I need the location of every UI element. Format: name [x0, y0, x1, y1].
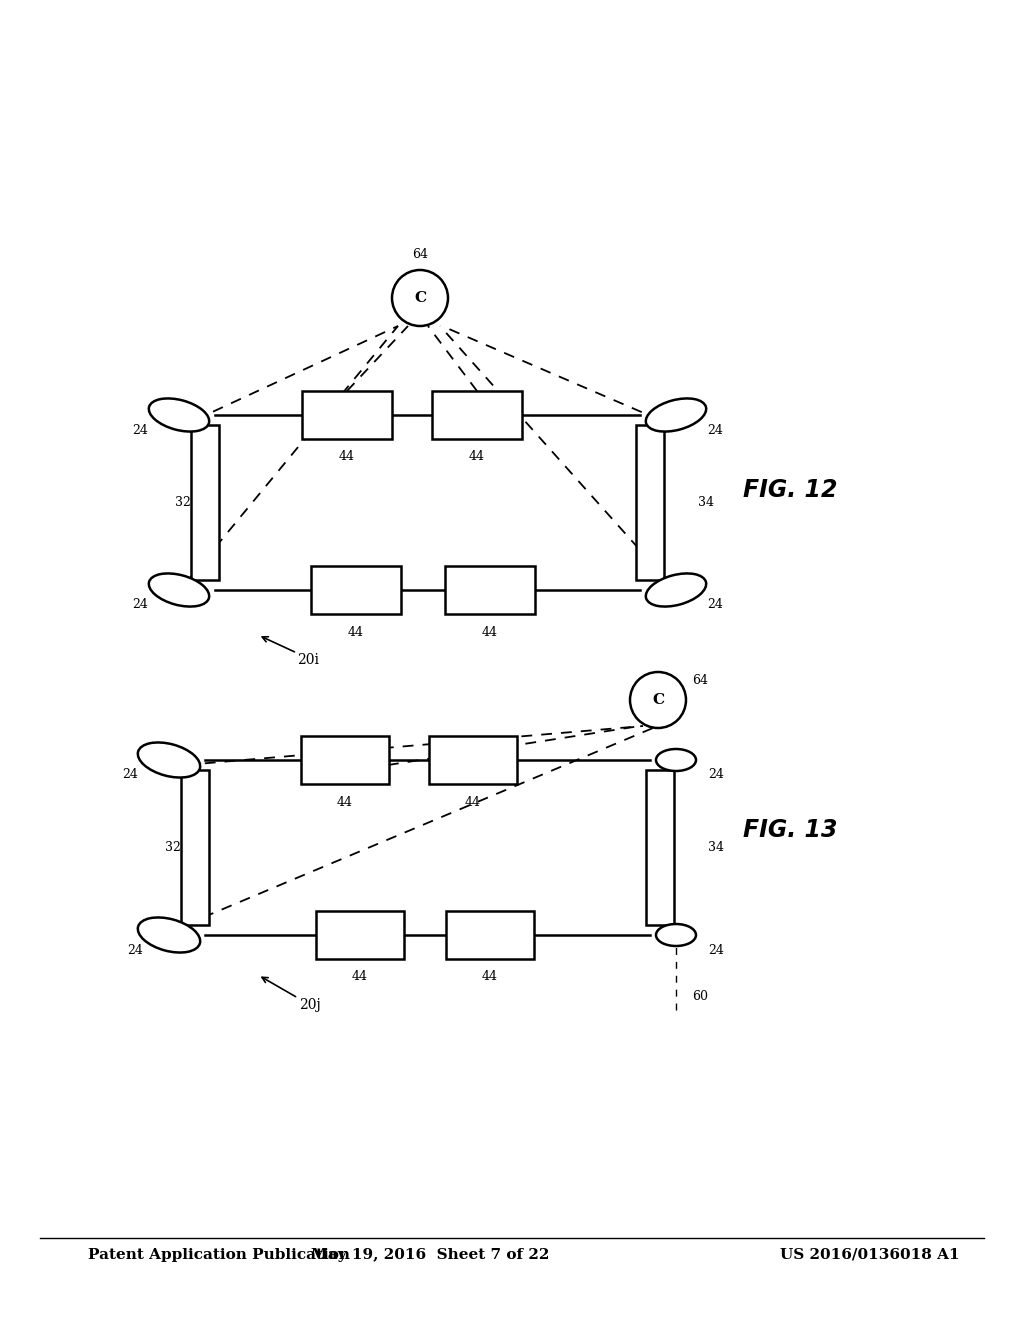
Bar: [646, 770, 674, 925]
Text: 44: 44: [339, 450, 355, 463]
Text: May 19, 2016  Sheet 7 of 22: May 19, 2016 Sheet 7 of 22: [311, 1247, 549, 1262]
Text: 24: 24: [708, 944, 724, 957]
Bar: [446, 911, 534, 960]
Text: 44: 44: [348, 626, 364, 639]
Text: 32: 32: [175, 496, 191, 510]
Text: Patent Application Publication: Patent Application Publication: [88, 1247, 350, 1262]
Text: 34: 34: [708, 841, 724, 854]
Text: C: C: [414, 290, 426, 305]
Text: 44: 44: [337, 796, 353, 808]
Bar: [432, 391, 522, 440]
Circle shape: [392, 271, 449, 326]
Text: 20j: 20j: [299, 998, 321, 1012]
Bar: [636, 425, 664, 579]
Text: 64: 64: [412, 248, 428, 260]
Text: FIG. 13: FIG. 13: [742, 818, 838, 842]
Text: 32: 32: [165, 841, 181, 854]
Text: 44: 44: [465, 796, 481, 808]
Bar: [301, 737, 389, 784]
Ellipse shape: [646, 573, 707, 607]
Bar: [429, 737, 517, 784]
Ellipse shape: [148, 573, 209, 607]
Text: 24: 24: [707, 598, 723, 611]
Ellipse shape: [656, 748, 696, 771]
Text: 24: 24: [132, 424, 147, 437]
Text: 34: 34: [698, 496, 714, 510]
Text: 44: 44: [482, 626, 498, 639]
Bar: [191, 425, 219, 579]
Text: 44: 44: [352, 970, 368, 983]
Ellipse shape: [148, 399, 209, 432]
Bar: [311, 566, 401, 614]
Bar: [316, 911, 404, 960]
Ellipse shape: [138, 917, 200, 953]
Bar: [181, 770, 209, 925]
Text: FIG. 12: FIG. 12: [742, 478, 838, 502]
Circle shape: [630, 672, 686, 729]
Bar: [302, 391, 392, 440]
Text: 24: 24: [122, 768, 138, 781]
Text: 44: 44: [482, 970, 498, 983]
Text: 64: 64: [692, 673, 708, 686]
Text: 44: 44: [469, 450, 485, 463]
Text: 24: 24: [132, 598, 147, 611]
Text: US 2016/0136018 A1: US 2016/0136018 A1: [780, 1247, 959, 1262]
Text: 24: 24: [708, 768, 724, 781]
Bar: [445, 566, 535, 614]
Ellipse shape: [138, 742, 200, 777]
Text: 60: 60: [692, 990, 708, 1003]
Ellipse shape: [656, 924, 696, 946]
Text: 24: 24: [127, 944, 143, 957]
Text: 24: 24: [707, 424, 723, 437]
Text: C: C: [652, 693, 664, 708]
Text: 20i: 20i: [297, 653, 319, 667]
Ellipse shape: [646, 399, 707, 432]
